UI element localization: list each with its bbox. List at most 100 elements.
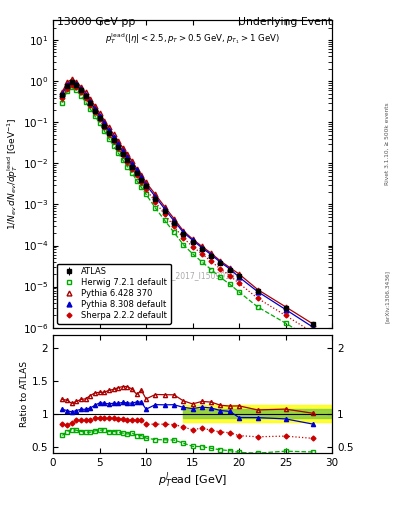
Sherpa 2.2.2 default bbox=[153, 199, 158, 205]
Sherpa 2.2.2 default bbox=[93, 109, 97, 115]
Herwig 7.2.1 default bbox=[120, 157, 125, 163]
Pythia 6.428 370 bbox=[102, 118, 107, 124]
Sherpa 2.2.2 default bbox=[102, 124, 107, 130]
Herwig 7.2.1 default bbox=[144, 191, 149, 198]
Herwig 7.2.1 default bbox=[209, 266, 213, 272]
Sherpa 2.2.2 default bbox=[190, 243, 195, 249]
Sherpa 2.2.2 default bbox=[200, 251, 204, 257]
Sherpa 2.2.2 default bbox=[237, 280, 241, 286]
Sherpa 2.2.2 default bbox=[130, 165, 134, 172]
Herwig 7.2.1 default bbox=[130, 170, 134, 176]
Herwig 7.2.1 default bbox=[311, 337, 316, 343]
Pythia 8.308 default bbox=[134, 167, 139, 174]
Line: Pythia 8.308 default: Pythia 8.308 default bbox=[60, 79, 316, 330]
Pythia 8.308 default bbox=[65, 81, 70, 88]
Line: Herwig 7.2.1 default: Herwig 7.2.1 default bbox=[60, 84, 316, 343]
Y-axis label: $1/N_{ev}\, dN_{ev}/dp_T^{\mathrm{lead}}\; [\mathrm{GeV}^{-1}]$: $1/N_{ev}\, dN_{ev}/dp_T^{\mathrm{lead}}… bbox=[5, 118, 20, 230]
Sherpa 2.2.2 default bbox=[283, 312, 288, 318]
Pythia 8.308 default bbox=[88, 99, 93, 105]
Pythia 6.428 370 bbox=[144, 179, 149, 185]
Pythia 8.308 default bbox=[283, 306, 288, 312]
Sherpa 2.2.2 default bbox=[107, 131, 111, 137]
Pythia 6.428 370 bbox=[88, 96, 93, 102]
Herwig 7.2.1 default bbox=[162, 217, 167, 223]
Pythia 8.308 default bbox=[83, 92, 88, 98]
Pythia 8.308 default bbox=[144, 182, 149, 188]
Sherpa 2.2.2 default bbox=[60, 95, 65, 101]
Pythia 6.428 370 bbox=[97, 110, 102, 116]
Sherpa 2.2.2 default bbox=[311, 330, 316, 336]
Herwig 7.2.1 default bbox=[200, 259, 204, 265]
Sherpa 2.2.2 default bbox=[125, 159, 130, 165]
Pythia 8.308 default bbox=[172, 218, 176, 224]
Text: $p_T^{\rm lead}(|\eta| < 2.5, p_T > 0.5\ {\rm GeV}, p_{T_1} > 1\ {\rm GeV})$: $p_T^{\rm lead}(|\eta| < 2.5, p_T > 0.5\… bbox=[105, 31, 280, 46]
Herwig 7.2.1 default bbox=[83, 99, 88, 105]
Pythia 8.308 default bbox=[255, 289, 260, 295]
Herwig 7.2.1 default bbox=[190, 251, 195, 257]
Line: Sherpa 2.2.2 default: Sherpa 2.2.2 default bbox=[61, 83, 315, 334]
Sherpa 2.2.2 default bbox=[139, 179, 144, 185]
Herwig 7.2.1 default bbox=[237, 289, 241, 295]
Herwig 7.2.1 default bbox=[88, 106, 93, 112]
Pythia 8.308 default bbox=[107, 127, 111, 134]
Sherpa 2.2.2 default bbox=[134, 172, 139, 178]
Herwig 7.2.1 default bbox=[97, 120, 102, 126]
Herwig 7.2.1 default bbox=[93, 113, 97, 119]
Pythia 8.308 default bbox=[200, 245, 204, 251]
Pythia 6.428 370 bbox=[60, 89, 65, 95]
Pythia 8.308 default bbox=[228, 266, 232, 272]
Sherpa 2.2.2 default bbox=[209, 258, 213, 264]
Herwig 7.2.1 default bbox=[74, 87, 79, 93]
Herwig 7.2.1 default bbox=[116, 150, 121, 156]
Sherpa 2.2.2 default bbox=[218, 266, 223, 272]
Herwig 7.2.1 default bbox=[60, 99, 65, 105]
Pythia 8.308 default bbox=[111, 134, 116, 140]
Text: 13000 GeV pp: 13000 GeV pp bbox=[57, 17, 135, 27]
Pythia 6.428 370 bbox=[69, 76, 74, 82]
Herwig 7.2.1 default bbox=[153, 205, 158, 211]
Pythia 8.308 default bbox=[218, 259, 223, 265]
Pythia 6.428 370 bbox=[200, 243, 204, 249]
Pythia 6.428 370 bbox=[130, 158, 134, 164]
Pythia 6.428 370 bbox=[237, 271, 241, 277]
Sherpa 2.2.2 default bbox=[88, 102, 93, 108]
Text: ATLAS_2017_I1509919: ATLAS_2017_I1509919 bbox=[149, 271, 236, 280]
Pythia 8.308 default bbox=[116, 141, 121, 147]
Line: Pythia 6.428 370: Pythia 6.428 370 bbox=[60, 77, 316, 327]
Pythia 6.428 370 bbox=[139, 172, 144, 178]
Sherpa 2.2.2 default bbox=[116, 145, 121, 152]
Sherpa 2.2.2 default bbox=[111, 138, 116, 144]
Sherpa 2.2.2 default bbox=[74, 84, 79, 90]
Text: Underlying Event: Underlying Event bbox=[238, 17, 332, 27]
Pythia 8.308 default bbox=[60, 91, 65, 97]
Pythia 8.308 default bbox=[69, 78, 74, 84]
Herwig 7.2.1 default bbox=[111, 142, 116, 148]
Sherpa 2.2.2 default bbox=[83, 95, 88, 101]
Herwig 7.2.1 default bbox=[65, 88, 70, 94]
Pythia 8.308 default bbox=[190, 237, 195, 243]
Pythia 6.428 370 bbox=[120, 144, 125, 151]
Herwig 7.2.1 default bbox=[255, 304, 260, 310]
Pythia 6.428 370 bbox=[283, 304, 288, 310]
Pythia 8.308 default bbox=[311, 325, 316, 331]
Pythia 8.308 default bbox=[125, 154, 130, 160]
Herwig 7.2.1 default bbox=[134, 178, 139, 184]
Pythia 6.428 370 bbox=[153, 191, 158, 198]
Herwig 7.2.1 default bbox=[283, 320, 288, 326]
Herwig 7.2.1 default bbox=[125, 164, 130, 170]
Sherpa 2.2.2 default bbox=[255, 295, 260, 302]
Herwig 7.2.1 default bbox=[228, 281, 232, 287]
Sherpa 2.2.2 default bbox=[162, 211, 167, 218]
Pythia 8.308 default bbox=[93, 105, 97, 112]
Pythia 6.428 370 bbox=[190, 236, 195, 242]
Herwig 7.2.1 default bbox=[181, 242, 185, 248]
Y-axis label: Ratio to ATLAS: Ratio to ATLAS bbox=[20, 361, 29, 427]
Pythia 6.428 370 bbox=[93, 103, 97, 109]
Pythia 6.428 370 bbox=[125, 151, 130, 157]
Herwig 7.2.1 default bbox=[102, 127, 107, 134]
Pythia 6.428 370 bbox=[255, 287, 260, 293]
Sherpa 2.2.2 default bbox=[69, 81, 74, 88]
Pythia 8.308 default bbox=[79, 86, 83, 92]
Pythia 6.428 370 bbox=[172, 216, 176, 222]
Sherpa 2.2.2 default bbox=[144, 186, 149, 192]
